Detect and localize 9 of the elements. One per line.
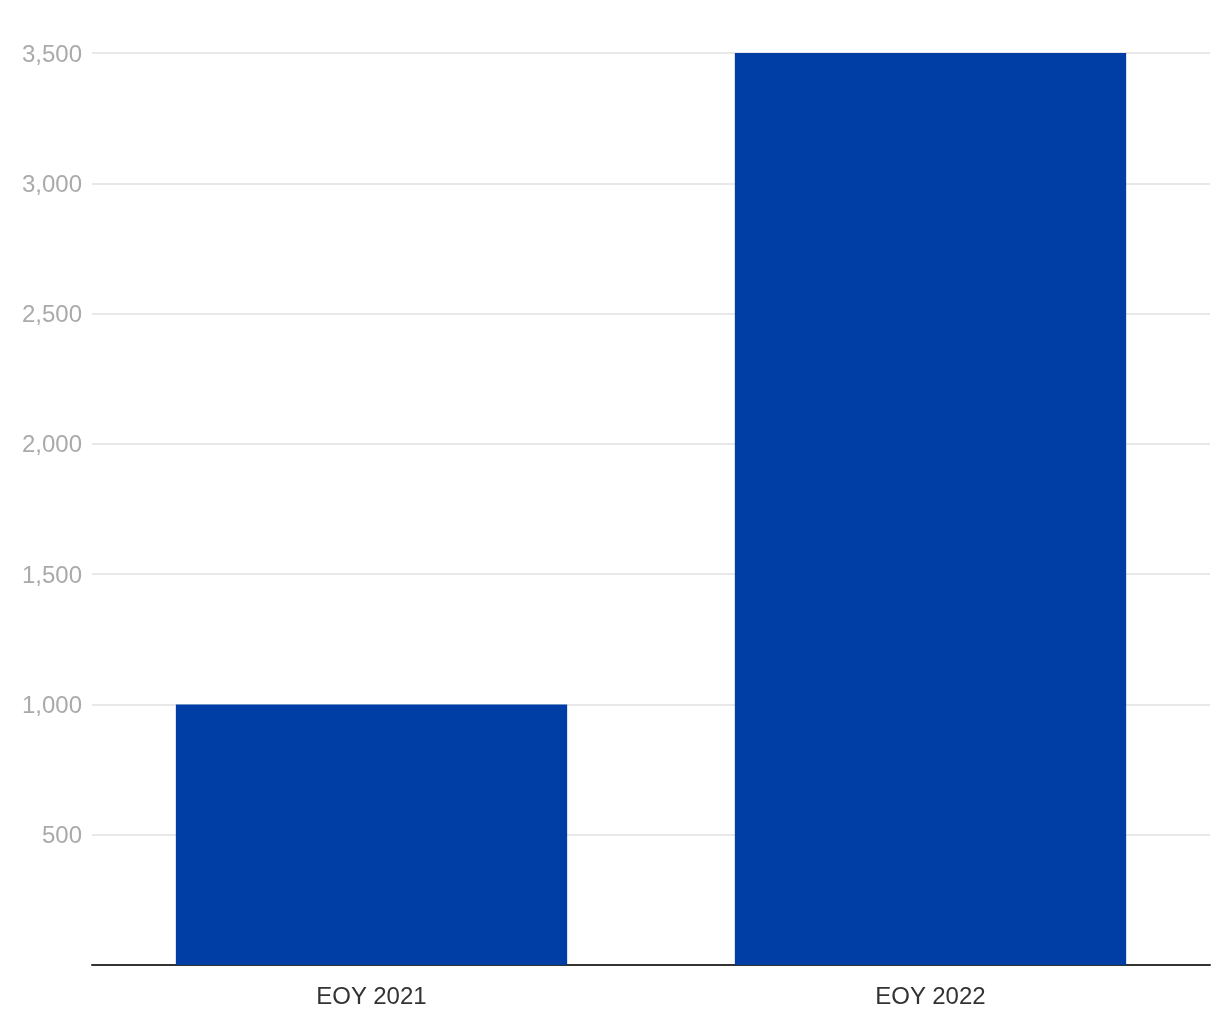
- y-tick-label: 2,000: [21, 430, 82, 458]
- y-tick-label: 3,500: [21, 39, 82, 67]
- y-tick-label: 3,000: [21, 169, 82, 197]
- y-tick-label: 1,000: [21, 690, 82, 718]
- y-tick-label: 500: [41, 821, 82, 849]
- x-tick-label: EOY 2022: [875, 981, 986, 1009]
- y-tick-label: 2,500: [21, 300, 82, 328]
- y-tick-label: 1,500: [21, 560, 82, 588]
- x-tick-label: EOY 2021: [316, 981, 427, 1009]
